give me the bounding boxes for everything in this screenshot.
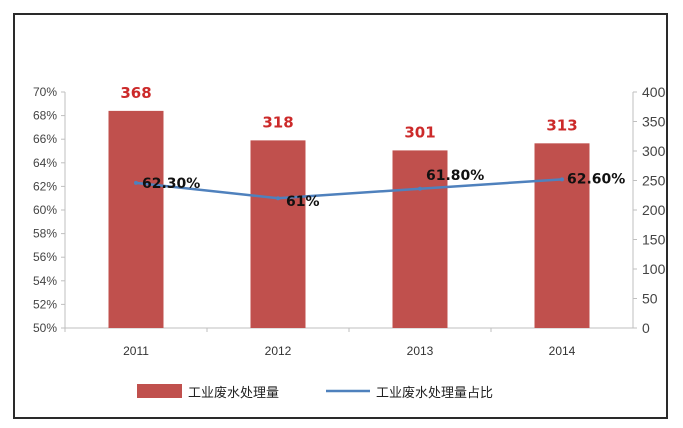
line-point [134, 180, 138, 185]
bar [392, 150, 448, 328]
right-tick-label: 50 [642, 291, 658, 307]
bar [250, 140, 306, 328]
line-point [418, 186, 422, 191]
line-value-label: 62.30% [142, 176, 200, 192]
right-tick-label: 250 [642, 173, 666, 189]
bar-value-label: 313 [546, 116, 577, 134]
left-tick-label: 60% [33, 203, 57, 217]
right-tick-label: 350 [642, 114, 666, 130]
line-value-label: 61% [286, 194, 320, 210]
bar [534, 143, 590, 328]
bar [108, 110, 164, 328]
x-tick-label: 2013 [407, 344, 434, 358]
line-point [276, 196, 280, 201]
line-value-label: 61.80% [426, 168, 484, 184]
line-value-label: 62.60% [567, 171, 625, 187]
right-tick-label: 200 [642, 202, 666, 218]
right-tick-label: 0 [642, 320, 650, 336]
left-tick-label: 52% [33, 297, 57, 311]
line-point [560, 177, 564, 182]
legend-bar-swatch [137, 384, 182, 398]
bar-value-label: 368 [120, 84, 151, 102]
left-tick-label: 50% [33, 321, 57, 335]
right-tick-label: 300 [642, 143, 666, 159]
left-tick-label: 54% [33, 274, 57, 288]
x-tick-label: 2011 [123, 344, 149, 358]
right-tick-label: 400 [642, 84, 666, 100]
bar-value-label: 318 [262, 113, 293, 131]
left-tick-label: 66% [33, 132, 57, 146]
left-tick-label: 58% [33, 227, 57, 241]
x-tick-label: 2014 [549, 344, 576, 358]
line-series [135, 178, 563, 200]
left-tick-label: 70% [33, 85, 57, 99]
legend-bar-label: 工业废水处理量 [188, 385, 279, 401]
legend: 工业废水处理量 工业废水处理量占比 [137, 384, 493, 401]
x-tick-label: 2012 [265, 344, 292, 358]
left-tick-label: 62% [33, 179, 57, 193]
right-tick-label: 150 [642, 232, 666, 248]
right-tick-label: 100 [642, 261, 666, 277]
left-tick-label: 64% [33, 156, 57, 170]
left-tick-label: 56% [33, 250, 57, 264]
bar-value-label: 301 [404, 123, 435, 141]
legend-line-label: 工业废水处理量占比 [376, 385, 493, 401]
left-tick-label: 68% [33, 109, 57, 123]
